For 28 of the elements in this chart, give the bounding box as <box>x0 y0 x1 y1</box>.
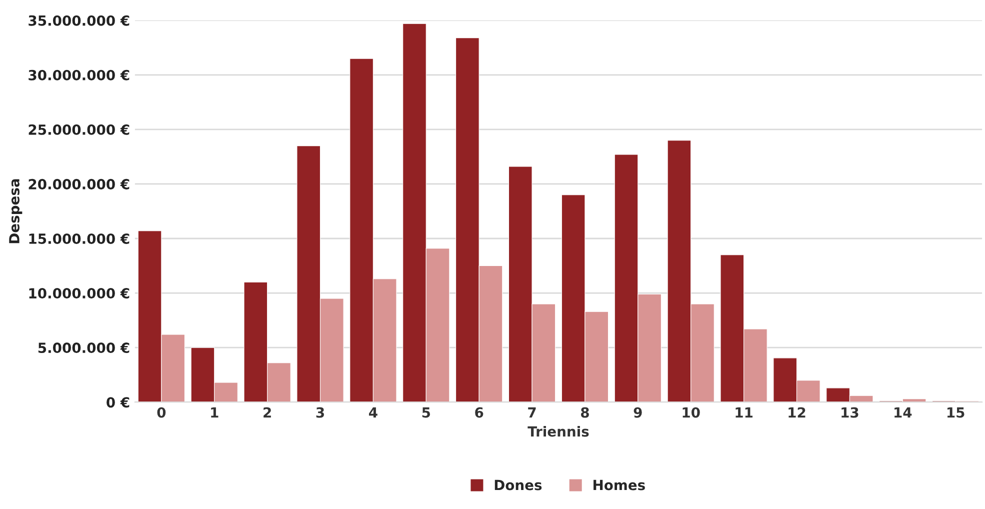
y-tick-label: 5.000.000 € <box>38 342 130 354</box>
x-tick-label: 5 <box>422 407 430 418</box>
y-tick-label: 25.000.000 € <box>28 124 130 135</box>
x-tick-label: 6 <box>475 407 484 418</box>
y-tick-label: 30.000.000 € <box>28 70 130 80</box>
x-tick-label: 12 <box>788 407 806 418</box>
x-tick-label: 8 <box>580 407 589 418</box>
y-tick-label: 15.000.000 € <box>29 233 130 244</box>
x-tick-label: 13 <box>842 407 858 418</box>
y-tick-label: 20.000.000 € <box>28 178 130 190</box>
y-axis-title: Despesa <box>9 179 22 244</box>
y-tick-label: 10.000.000 € <box>29 288 130 299</box>
x-tick-label: 0 <box>157 407 166 418</box>
x-tick-label: 14 <box>894 407 912 418</box>
y-tick-label: 35.000.000 € <box>28 15 130 26</box>
x-tick-label: 9 <box>634 407 642 418</box>
y-tick-label: 0 € <box>106 397 130 408</box>
x-tick-label: 2 <box>264 407 271 418</box>
x-tick-label: 10 <box>682 407 700 418</box>
legend-label: Dones <box>494 480 542 490</box>
x-tick-label: 4 <box>368 407 378 418</box>
legend-label: Homes <box>594 480 645 490</box>
x-tick-label: 15 <box>947 407 964 418</box>
x-axis-title: Triennis <box>528 426 589 437</box>
x-tick-label: 7 <box>528 407 536 418</box>
x-tick-label: 1 <box>211 407 218 418</box>
x-tick-label: 11 <box>736 407 753 418</box>
x-tick-label: 3 <box>316 407 324 418</box>
